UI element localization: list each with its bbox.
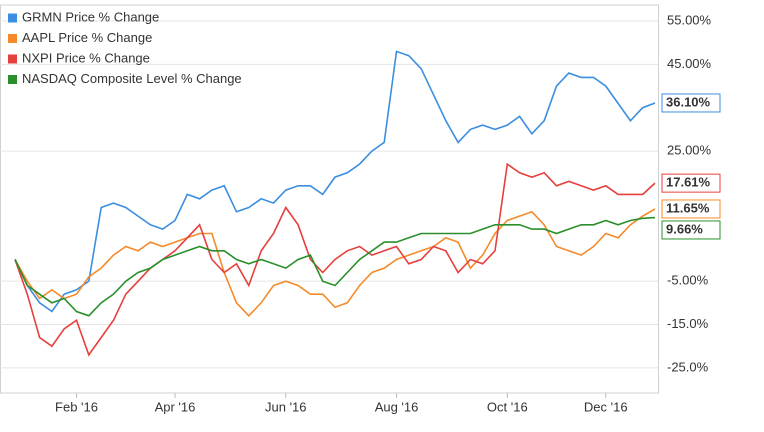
series-line xyxy=(14,208,656,317)
x-tick-label: Aug '16 xyxy=(375,399,419,414)
legend-swatch xyxy=(8,13,17,23)
legend-label: NXPI Price % Change xyxy=(22,50,150,65)
plot-area xyxy=(0,4,659,394)
series-line xyxy=(14,50,656,313)
value-label: 11.65% xyxy=(666,200,710,215)
value-label: 17.61% xyxy=(666,175,711,190)
y-tick-label: 55.00% xyxy=(667,12,712,27)
value-label-box xyxy=(661,220,721,240)
legend-swatch xyxy=(8,34,17,43)
y-tick-label: -5.00% xyxy=(667,273,709,288)
value-label-box xyxy=(661,93,721,113)
legend-swatch xyxy=(8,75,17,84)
value-label: 9.66% xyxy=(666,221,703,236)
value-label: 36.10% xyxy=(666,94,711,109)
legend-swatch xyxy=(8,54,17,64)
legend-label: AAPL Price % Change xyxy=(22,30,152,45)
value-label-box xyxy=(661,199,721,219)
y-tick-label: -15.0% xyxy=(667,316,709,331)
y-tick-label: 45.00% xyxy=(667,56,712,71)
legend-label: GRMN Price % Change xyxy=(22,9,159,24)
x-tick-label: Dec '16 xyxy=(584,399,628,414)
x-tick-label: Apr '16 xyxy=(155,399,196,414)
series-line xyxy=(14,162,656,357)
x-tick-label: Feb '16 xyxy=(55,399,98,414)
legend-label: NASDAQ Composite Level % Change xyxy=(22,71,242,86)
y-tick-label: -25.0% xyxy=(667,359,709,374)
value-label-box xyxy=(661,173,721,193)
x-tick-label: Oct '16 xyxy=(487,399,528,414)
y-tick-label: 25.00% xyxy=(667,143,712,158)
x-tick-label: Jun '16 xyxy=(265,399,307,414)
series-line xyxy=(14,216,656,317)
